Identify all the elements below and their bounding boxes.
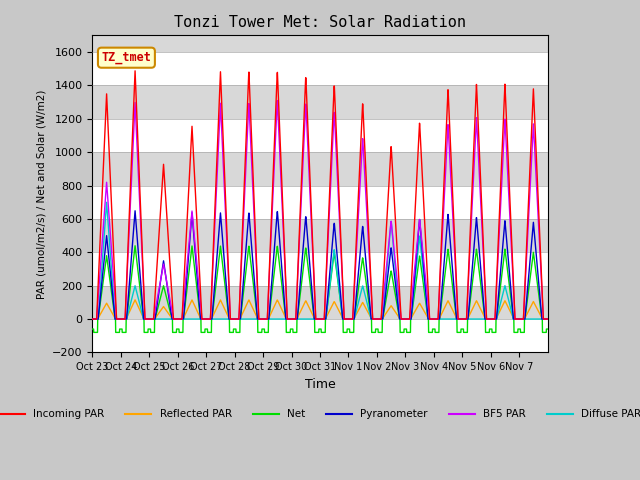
- Legend: Incoming PAR, Reflected PAR, Net, Pyranometer, BF5 PAR, Diffuse PAR: Incoming PAR, Reflected PAR, Net, Pyrano…: [0, 405, 640, 423]
- Bar: [92, 252, 548, 286]
- Bar: [92, 186, 548, 219]
- Bar: [92, 52, 548, 85]
- Text: TZ_tmet: TZ_tmet: [102, 51, 151, 64]
- Y-axis label: PAR (umol/m2/s) / Net and Solar (W/m2): PAR (umol/m2/s) / Net and Solar (W/m2): [36, 89, 47, 299]
- Title: Tonzi Tower Met: Solar Radiation: Tonzi Tower Met: Solar Radiation: [174, 15, 466, 30]
- Bar: [92, 152, 548, 186]
- X-axis label: Time: Time: [305, 378, 335, 391]
- Bar: [92, 219, 548, 252]
- Bar: [92, 119, 548, 152]
- Bar: [92, 85, 548, 119]
- Bar: [92, 319, 548, 352]
- Bar: [92, 286, 548, 319]
